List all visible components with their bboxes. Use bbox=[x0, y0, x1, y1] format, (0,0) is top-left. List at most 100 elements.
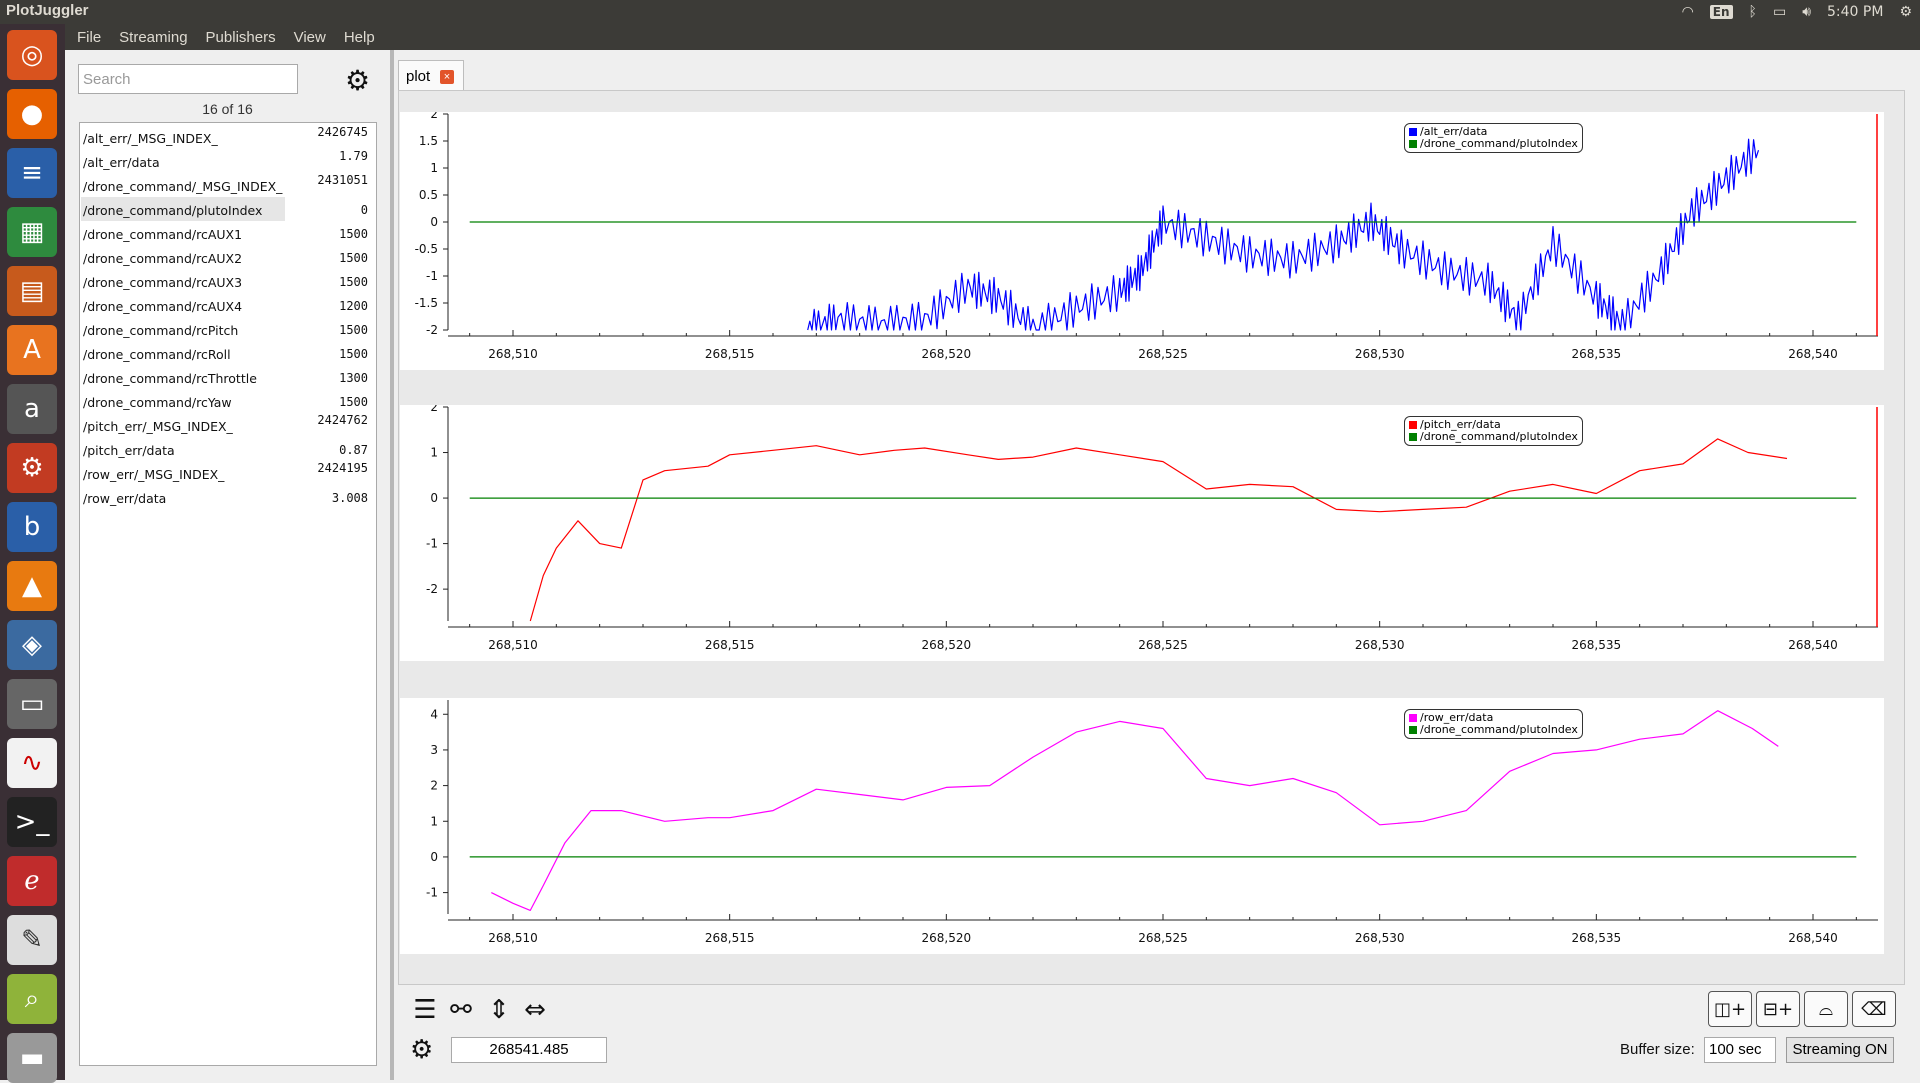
bottom-toolbar: ☰ ⚯ ⇕ ⇔ ◫+ ⊟+ ⌓ ⌫ ⚙ 268541.485 Buffer si… bbox=[398, 985, 1920, 1080]
wifi-icon[interactable]: ◠ bbox=[1681, 4, 1694, 20]
keyboard-layout-indicator[interactable]: En bbox=[1709, 5, 1733, 19]
legend-entry[interactable]: /drone_command/plutoIndex bbox=[1409, 431, 1578, 443]
legend-entry[interactable]: /row_err/data bbox=[1409, 712, 1578, 724]
plot-canvas[interactable]: 2 1 0 -1 -2 268,510 268,515 268,520 268,525 268,5… bbox=[400, 405, 1884, 661]
x-tick-label: 268,540 bbox=[1788, 638, 1838, 652]
curve-row[interactable]: /drone_command/rcRoll 1500 bbox=[80, 341, 376, 365]
fullscreen-button[interactable]: ⌓ bbox=[1804, 991, 1848, 1027]
plot-legend[interactable]: /pitch_err/data/drone_command/plutoIndex bbox=[1404, 416, 1583, 446]
plotjuggler-icon[interactable]: ∿ bbox=[7, 738, 57, 788]
curve-row[interactable]: /pitch_err/data 0.87 bbox=[80, 437, 376, 461]
y-tick-label: 1.5 bbox=[419, 134, 438, 148]
battery-icon[interactable]: ▭ bbox=[1772, 4, 1787, 20]
files-icon[interactable]: ▭ bbox=[7, 679, 57, 729]
zoom-horizontal-icon[interactable]: ⇔ bbox=[524, 995, 546, 1025]
x-tick-label: 268,525 bbox=[1138, 931, 1188, 945]
curve-row[interactable]: /drone_command/rcAUX3 1500 bbox=[80, 269, 376, 293]
curve-row[interactable]: /drone_command/rcYaw 1500 bbox=[80, 389, 376, 413]
tab-plot[interactable]: plot × bbox=[398, 60, 464, 90]
menu-view[interactable]: View bbox=[293, 28, 326, 46]
curve-row[interactable]: /drone_command/plutoIndex 0 bbox=[80, 197, 376, 221]
link-time-icon[interactable]: ⚯ bbox=[450, 995, 472, 1025]
buffer-size-spinbox[interactable]: 100 sec bbox=[1704, 1037, 1776, 1063]
curve-row[interactable]: /alt_err/data 1.79 bbox=[80, 149, 376, 173]
terminal-icon[interactable]: >_ bbox=[7, 797, 57, 847]
curve-value: 2424762 bbox=[317, 413, 368, 427]
firefox-icon[interactable]: ● bbox=[7, 89, 57, 139]
curve-table[interactable]: /alt_err/_MSG_INDEX_ 2426745/alt_err/data… bbox=[79, 122, 377, 1066]
curve-name: /drone_command/rcAUX2 bbox=[83, 251, 243, 266]
curve-row[interactable]: /alt_err/_MSG_INDEX_ 2426745 bbox=[80, 125, 376, 149]
bleachbit-icon[interactable]: b bbox=[7, 502, 57, 552]
plot-legend[interactable]: /row_err/data/drone_command/plutoIndex bbox=[1404, 709, 1583, 739]
drive-icon[interactable]: ▬ bbox=[7, 1033, 57, 1083]
system-settings-icon[interactable]: ⚙ bbox=[7, 443, 57, 493]
writer-icon[interactable]: ≡ bbox=[7, 148, 57, 198]
plot-canvas[interactable]: 4 3 2 1 0 -1 268,510 268,515 268,520 268,525 268,5… bbox=[400, 698, 1884, 954]
gear-icon[interactable]: ⚙ bbox=[410, 1035, 434, 1065]
window-title: PlotJuggler bbox=[6, 2, 89, 19]
close-icon[interactable]: × bbox=[440, 70, 454, 84]
menu-help[interactable]: Help bbox=[343, 28, 375, 46]
video-editor-icon[interactable]: ◈ bbox=[7, 620, 57, 670]
plot-panel[interactable]: 2 1.5 1 0.5 0 -0.5 -1 -1.5 -2 268,510 268,515 268,5… bbox=[400, 112, 1884, 370]
legend-swatch bbox=[1409, 433, 1417, 441]
menu-streaming[interactable]: Streaming bbox=[119, 28, 188, 46]
y-tick-label: -1.5 bbox=[415, 296, 438, 310]
legend-label: /alt_err/data bbox=[1420, 125, 1488, 138]
text-editor-icon[interactable]: ✎ bbox=[7, 915, 57, 965]
time-tracker-field[interactable]: 268541.485 bbox=[451, 1037, 607, 1063]
bluetooth-icon[interactable]: ᛒ bbox=[1748, 4, 1757, 20]
curve-row[interactable]: /pitch_err/_MSG_INDEX_ 2424762 bbox=[80, 413, 376, 437]
impress-icon[interactable]: ▤ bbox=[7, 266, 57, 316]
curve-row[interactable]: /row_err/data 3.008 bbox=[80, 485, 376, 509]
legend-entry[interactable]: /alt_err/data bbox=[1409, 126, 1578, 138]
curve-row[interactable]: /row_err/_MSG_INDEX_ 2424195 bbox=[80, 461, 376, 485]
legend-entry[interactable]: /drone_command/plutoIndex bbox=[1409, 724, 1578, 736]
plot-legend[interactable]: /alt_err/data/drone_command/plutoIndex bbox=[1404, 123, 1583, 153]
y-tick-label: 1 bbox=[430, 161, 438, 175]
panel-splitter[interactable] bbox=[390, 50, 394, 1080]
volume-icon[interactable]: 🔊︎ bbox=[1802, 4, 1812, 20]
curve-row[interactable]: /drone_command/_MSG_INDEX_ 2431051 bbox=[80, 173, 376, 197]
curve-row[interactable]: /drone_command/rcAUX4 1200 bbox=[80, 293, 376, 317]
x-tick-label: 268,535 bbox=[1572, 931, 1622, 945]
calc-icon[interactable]: ▦ bbox=[7, 207, 57, 257]
curve-row[interactable]: /drone_command/rcAUX2 1500 bbox=[80, 245, 376, 269]
curve-row[interactable]: /drone_command/rcAUX1 1500 bbox=[80, 221, 376, 245]
menu-file[interactable]: File bbox=[77, 28, 102, 46]
split-vertical-button[interactable]: ⊟+ bbox=[1756, 991, 1800, 1027]
plot-panel[interactable]: 2 1 0 -1 -2 268,510 268,515 268,520 268,525 268,5… bbox=[400, 405, 1884, 661]
curve-row[interactable]: /drone_command/rcPitch 1500 bbox=[80, 317, 376, 341]
clock[interactable]: 5:40 PM bbox=[1827, 4, 1884, 20]
menu-publishers[interactable]: Publishers bbox=[205, 28, 276, 46]
curve-list-panel: ⚙ 16 of 16 /alt_err/_MSG_INDEX_ 2426745/a… bbox=[65, 50, 390, 1080]
legend-entry[interactable]: /drone_command/plutoIndex bbox=[1409, 138, 1578, 150]
y-tick-label: -1 bbox=[426, 886, 438, 900]
streaming-toggle-button[interactable]: Streaming ON bbox=[1786, 1037, 1894, 1063]
y-tick-label: -2 bbox=[426, 323, 438, 337]
curve-value: 2431051 bbox=[317, 173, 368, 187]
disk-usage-icon[interactable]: ⌕ bbox=[7, 974, 57, 1024]
legend-entry[interactable]: /pitch_err/data bbox=[1409, 419, 1578, 431]
curve-name: /drone_command/rcThrottle bbox=[83, 371, 257, 386]
system-top-bar: PlotJuggler ◠ En ᛒ ▭ 🔊︎ 5:40 PM ⚙ bbox=[0, 0, 1920, 24]
vlc-icon[interactable]: ▲ bbox=[7, 561, 57, 611]
amazon-icon[interactable]: a bbox=[7, 384, 57, 434]
ubuntu-home-icon[interactable]: ◎ bbox=[7, 30, 57, 80]
pdf-viewer-icon[interactable]: ℯ bbox=[7, 856, 57, 906]
list-toggle-icon[interactable]: ☰ bbox=[413, 995, 437, 1025]
settings-power-icon[interactable]: ⚙ bbox=[1899, 4, 1912, 20]
plot-panel[interactable]: 4 3 2 1 0 -1 268,510 268,515 268,520 268,525 268,5… bbox=[400, 698, 1884, 954]
clear-button[interactable]: ⌫ bbox=[1852, 991, 1896, 1027]
zoom-vertical-icon[interactable]: ⇕ bbox=[488, 995, 510, 1025]
split-horizontal-button[interactable]: ◫+ bbox=[1708, 991, 1752, 1027]
curve-row[interactable]: /drone_command/rcThrottle 1300 bbox=[80, 365, 376, 389]
software-center-icon[interactable]: A bbox=[7, 325, 57, 375]
y-tick-label: 0 bbox=[430, 850, 438, 864]
legend-label: /drone_command/plutoIndex bbox=[1420, 723, 1578, 736]
gear-icon[interactable]: ⚙ bbox=[345, 64, 371, 97]
search-input[interactable] bbox=[78, 64, 298, 94]
plot-canvas[interactable]: 2 1.5 1 0.5 0 -0.5 -1 -1.5 -2 268,510 268,515 268,5… bbox=[400, 112, 1884, 370]
series-line bbox=[529, 438, 1788, 622]
